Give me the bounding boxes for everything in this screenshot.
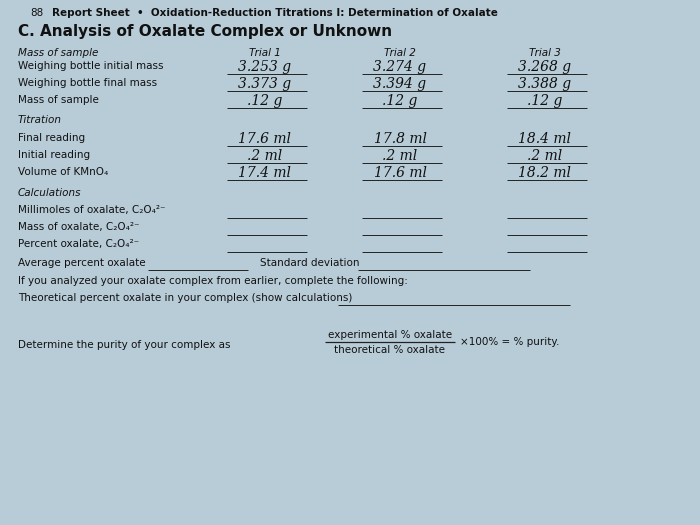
Text: 3.388 g: 3.388 g (519, 77, 572, 91)
Text: Determine the purity of your complex as: Determine the purity of your complex as (18, 340, 230, 350)
Text: Millimoles of oxalate, C₂O₄²⁻: Millimoles of oxalate, C₂O₄²⁻ (18, 205, 165, 215)
Text: Initial reading: Initial reading (18, 150, 90, 160)
Text: 3.268 g: 3.268 g (519, 60, 572, 74)
Text: 18.4 ml: 18.4 ml (519, 132, 571, 146)
Text: Weighing bottle initial mass: Weighing bottle initial mass (18, 61, 164, 71)
Text: .2 ml: .2 ml (527, 149, 563, 163)
Text: Trial 2: Trial 2 (384, 48, 416, 58)
Text: Weighing bottle final mass: Weighing bottle final mass (18, 78, 157, 88)
Text: .12 g: .12 g (527, 94, 563, 108)
Text: Mass of sample: Mass of sample (18, 48, 99, 58)
Text: 3.274 g: 3.274 g (373, 60, 426, 74)
Text: 17.4 ml: 17.4 ml (239, 166, 291, 180)
Text: Mass of oxalate, C₂O₄²⁻: Mass of oxalate, C₂O₄²⁻ (18, 222, 139, 232)
Text: 3.253 g: 3.253 g (239, 60, 292, 74)
Text: Theoretical percent oxalate in your complex (show calculations): Theoretical percent oxalate in your comp… (18, 293, 352, 303)
Text: .12 g: .12 g (247, 94, 283, 108)
Text: Trial 3: Trial 3 (529, 48, 561, 58)
Text: 17.6 ml: 17.6 ml (239, 132, 291, 146)
Text: 3.373 g: 3.373 g (239, 77, 292, 91)
Text: 18.2 ml: 18.2 ml (519, 166, 571, 180)
Text: Calculations: Calculations (18, 188, 81, 198)
Text: Final reading: Final reading (18, 133, 85, 143)
Text: 17.6 ml: 17.6 ml (374, 166, 426, 180)
Text: Trial 1: Trial 1 (249, 48, 281, 58)
Text: ×100% = % purity.: ×100% = % purity. (460, 337, 559, 347)
Text: Standard deviation: Standard deviation (260, 258, 360, 268)
Text: 3.394 g: 3.394 g (373, 77, 426, 91)
Text: .2 ml: .2 ml (247, 149, 283, 163)
Text: Report Sheet  •  Oxidation-Reduction Titrations I: Determination of Oxalate: Report Sheet • Oxidation-Reduction Titra… (52, 8, 498, 18)
Text: Percent oxalate, C₂O₄²⁻: Percent oxalate, C₂O₄²⁻ (18, 239, 139, 249)
Text: Mass of sample: Mass of sample (18, 95, 99, 105)
Text: C. Analysis of Oxalate Complex or Unknown: C. Analysis of Oxalate Complex or Unknow… (18, 24, 392, 39)
Text: 17.8 ml: 17.8 ml (374, 132, 426, 146)
Text: Volume of KMnO₄: Volume of KMnO₄ (18, 167, 108, 177)
Text: Titration: Titration (18, 115, 62, 125)
Text: .12 g: .12 g (382, 94, 418, 108)
Text: theoretical % oxalate: theoretical % oxalate (335, 345, 445, 355)
Text: .2 ml: .2 ml (382, 149, 418, 163)
Text: Average percent oxalate: Average percent oxalate (18, 258, 146, 268)
Text: If you analyzed your oxalate complex from earlier, complete the following:: If you analyzed your oxalate complex fro… (18, 276, 408, 286)
Text: experimental % oxalate: experimental % oxalate (328, 330, 452, 340)
Text: 88: 88 (30, 8, 43, 18)
